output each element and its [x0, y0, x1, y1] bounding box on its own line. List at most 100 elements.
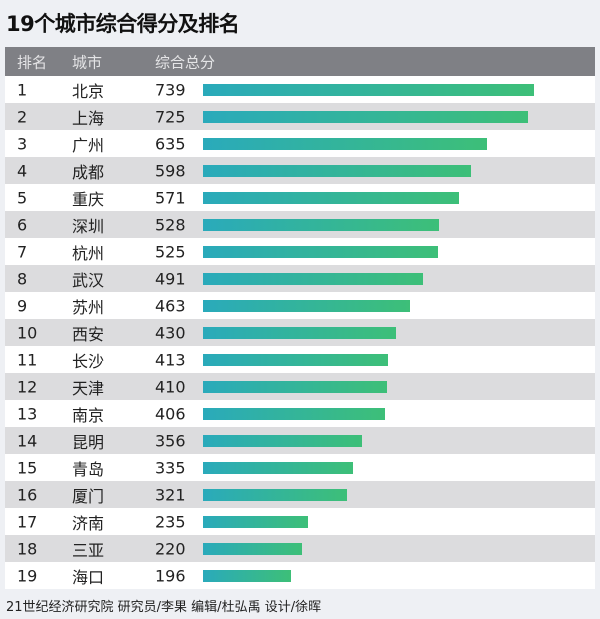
city-label: 青岛 — [72, 459, 105, 479]
score-bar — [203, 246, 439, 258]
score-bar — [203, 138, 488, 150]
rank-label: 3 — [17, 134, 28, 153]
score-bar — [203, 408, 385, 420]
rank-label: 1 — [17, 80, 28, 99]
score-label: 725 — [155, 107, 186, 126]
score-label: 739 — [155, 80, 186, 99]
score-bar — [203, 489, 347, 501]
score-bar — [203, 273, 423, 285]
table-row: 1 北京 739 — [5, 76, 595, 103]
city-label: 西安 — [72, 324, 105, 344]
score-label: 528 — [155, 215, 186, 234]
score-label: 321 — [155, 485, 186, 504]
rank-label: 13 — [17, 404, 38, 423]
city-label: 北京 — [72, 81, 105, 101]
score-label: 356 — [155, 431, 186, 450]
score-bar — [203, 543, 302, 555]
rank-label: 16 — [17, 485, 38, 504]
credits: 21世纪经济研究院 研究员/李果 编辑/杜弘禹 设计/徐晖 — [6, 600, 322, 615]
city-label: 天津 — [72, 378, 105, 398]
score-label: 525 — [155, 242, 186, 261]
table-row: 3 广州 635 — [5, 130, 595, 157]
score-label: 220 — [155, 539, 186, 558]
rank-label: 9 — [17, 296, 28, 315]
score-bar — [203, 111, 528, 123]
city-label: 杭州 — [72, 243, 105, 263]
chart-title: 19个城市综合得分及排名 — [6, 12, 240, 36]
city-label: 成都 — [72, 162, 105, 182]
city-label: 济南 — [72, 513, 105, 533]
table-row: 13 南京 406 — [5, 400, 595, 427]
score-bar — [203, 165, 471, 177]
rank-label: 19 — [17, 566, 38, 585]
rank-label: 14 — [17, 431, 38, 450]
table-header: 排名 城市 综合总分 — [5, 47, 595, 76]
table-row: 10 西安 430 — [5, 319, 595, 346]
score-label: 335 — [155, 458, 186, 477]
rank-label: 8 — [17, 269, 28, 288]
ranking-table: 排名 城市 综合总分 1 北京 739 2 上海 725 3 广州 635 4 成都 … — [5, 47, 595, 589]
score-bar — [203, 354, 388, 366]
score-bar — [203, 84, 534, 96]
rank-label: 17 — [17, 512, 38, 531]
score-bar — [203, 219, 440, 231]
score-bar — [203, 570, 291, 582]
table-row: 2 上海 725 — [5, 103, 595, 130]
rank-label: 5 — [17, 188, 28, 207]
rank-label: 7 — [17, 242, 28, 261]
score-label: 413 — [155, 350, 186, 369]
rank-label: 12 — [17, 377, 38, 396]
table-row: 5 重庆 571 — [5, 184, 595, 211]
table-row: 4 成都 598 — [5, 157, 595, 184]
score-bar — [203, 300, 411, 312]
score-bar — [203, 381, 387, 393]
rank-label: 15 — [17, 458, 38, 477]
city-label: 海口 — [72, 567, 105, 587]
rank-label: 2 — [17, 107, 28, 126]
table-row: 8 武汉 491 — [5, 265, 595, 292]
city-label: 深圳 — [72, 216, 105, 236]
score-label: 598 — [155, 161, 186, 180]
score-bar — [203, 192, 459, 204]
header-city: 城市 — [72, 53, 103, 71]
city-label: 厦门 — [72, 486, 105, 506]
table-row: 14 昆明 356 — [5, 427, 595, 454]
city-label: 武汉 — [72, 270, 105, 290]
score-label: 463 — [155, 296, 186, 315]
score-label: 491 — [155, 269, 186, 288]
score-label: 410 — [155, 377, 186, 396]
table-row: 9 苏州 463 — [5, 292, 595, 319]
city-label: 长沙 — [72, 351, 105, 371]
city-label: 南京 — [72, 405, 105, 425]
score-bar — [203, 327, 396, 339]
rank-label: 18 — [17, 539, 38, 558]
city-label: 三亚 — [72, 540, 105, 560]
score-bar — [203, 435, 363, 447]
rank-label: 11 — [17, 350, 38, 369]
table-row: 7 杭州 525 — [5, 238, 595, 265]
table-row: 12 天津 410 — [5, 373, 595, 400]
rank-label: 4 — [17, 161, 28, 180]
score-label: 635 — [155, 134, 186, 153]
table-row: 11 长沙 413 — [5, 346, 595, 373]
table-row: 17 济南 235 — [5, 508, 595, 535]
table-row: 15 青岛 335 — [5, 454, 595, 481]
table-row: 19 海口 196 — [5, 562, 595, 589]
rank-label: 6 — [17, 215, 28, 234]
city-label: 重庆 — [72, 189, 105, 209]
score-label: 406 — [155, 404, 186, 423]
table-row: 18 三亚 220 — [5, 535, 595, 562]
city-label: 上海 — [72, 108, 105, 128]
table-row: 6 深圳 528 — [5, 211, 595, 238]
city-label: 苏州 — [72, 297, 105, 317]
score-label: 430 — [155, 323, 186, 342]
score-bar — [203, 462, 354, 474]
rank-label: 10 — [17, 323, 38, 342]
city-label: 广州 — [72, 135, 105, 155]
table-row: 16 厦门 321 — [5, 481, 595, 508]
city-label: 昆明 — [72, 432, 105, 452]
score-label: 235 — [155, 512, 186, 531]
score-label: 571 — [155, 188, 186, 207]
header-rank: 排名 — [17, 53, 48, 71]
header-score: 综合总分 — [155, 53, 216, 71]
